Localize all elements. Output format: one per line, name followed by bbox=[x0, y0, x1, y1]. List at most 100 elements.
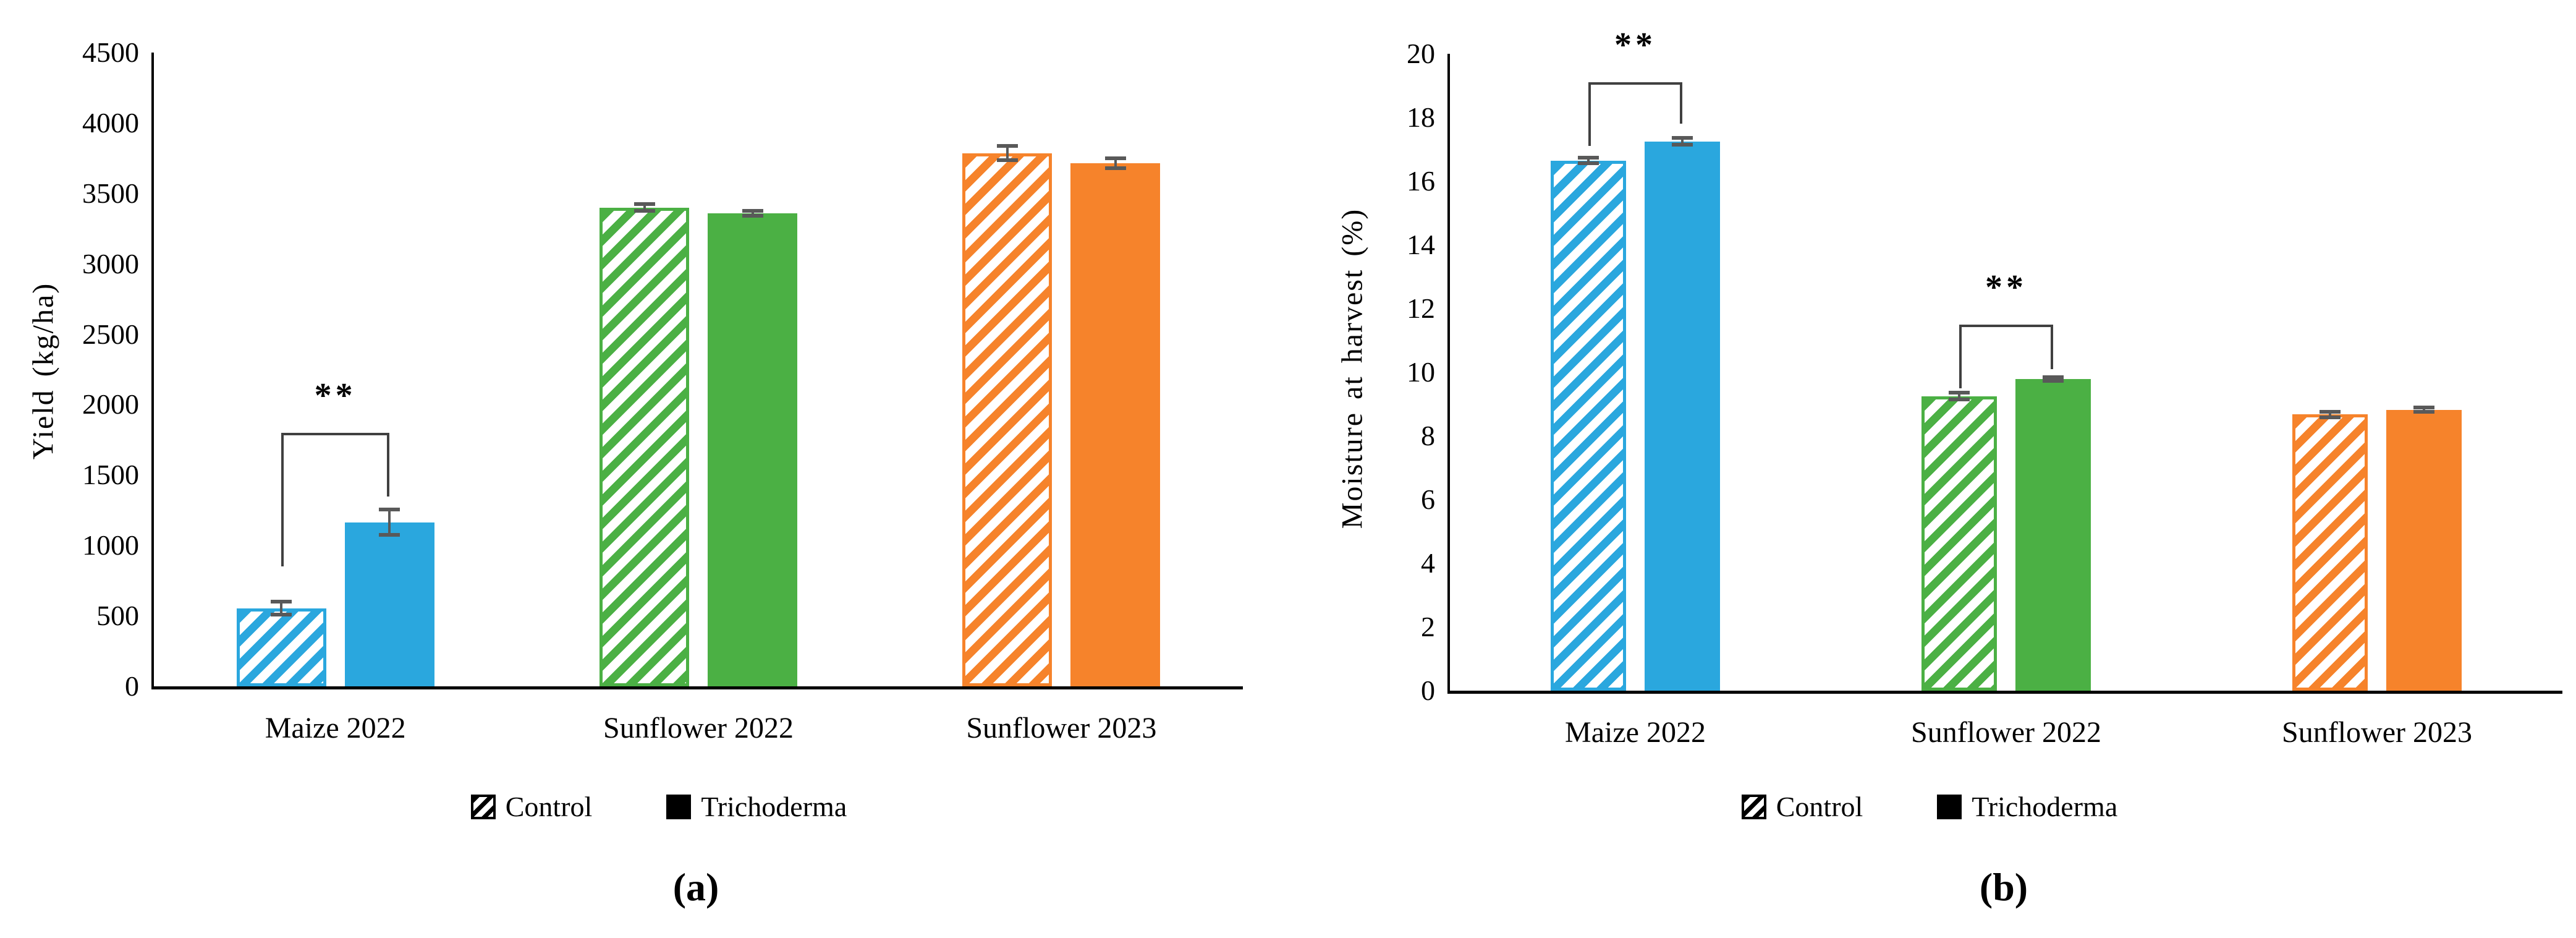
significance-bracket-right bbox=[2051, 324, 2053, 369]
error-bar-cap bbox=[1578, 156, 1599, 160]
legend-item-control: Control bbox=[1741, 790, 1863, 823]
y-tick-label: 1500 bbox=[82, 459, 139, 491]
bar-control-sunflower-2023 bbox=[962, 153, 1053, 686]
plot-area-b: 0 2 4 6 8 10 12 14 16 18 20 Maize 2022 Sunflower 202… bbox=[1407, 26, 2562, 749]
solid-swatch-icon bbox=[666, 794, 692, 819]
hatched-swatch-icon bbox=[470, 794, 496, 819]
error-bar-cap bbox=[271, 612, 292, 616]
significance-bracket-right bbox=[1680, 82, 1682, 124]
error-bar bbox=[751, 210, 754, 216]
x-category-label: Sunflower 2022 bbox=[1911, 716, 2101, 749]
error-bar-cap bbox=[1104, 166, 1126, 170]
error-bar-cap bbox=[742, 208, 763, 213]
y-tick-label: 2 bbox=[1421, 611, 1435, 642]
y-tick-label: 10 bbox=[1407, 356, 1435, 388]
error-bar-cap bbox=[742, 213, 763, 218]
error-bar bbox=[1587, 158, 1590, 163]
significance-bracket-top bbox=[1959, 324, 2053, 327]
y-tick-label: 2500 bbox=[82, 318, 139, 350]
error-bar-cap bbox=[1672, 136, 1693, 140]
y-tick-label: 4500 bbox=[82, 36, 139, 68]
error-bar bbox=[2329, 412, 2331, 417]
legend-b: Control Trichoderma bbox=[1373, 790, 2486, 823]
error-bar-cap bbox=[2043, 379, 2064, 383]
solid-swatch-icon bbox=[1937, 794, 1962, 819]
error-bar bbox=[2052, 377, 2054, 382]
y-tick-label: 2000 bbox=[82, 388, 139, 420]
y-tick-label: 500 bbox=[96, 600, 139, 632]
significance-label: ** bbox=[1985, 268, 2027, 307]
x-category-label: Sunflower 2022 bbox=[603, 712, 794, 744]
y-tick-label: 0 bbox=[1421, 675, 1435, 706]
bar-trichoderma-maize-2022 bbox=[1645, 141, 1720, 691]
error-bar-cap bbox=[996, 144, 1018, 148]
legend-label-trichoderma: Trichoderma bbox=[1972, 791, 2118, 822]
error-bar bbox=[643, 203, 646, 211]
legend-item-control: Control bbox=[470, 790, 593, 823]
y-tick-label: 14 bbox=[1407, 229, 1435, 260]
error-bar bbox=[2423, 407, 2425, 412]
error-bar bbox=[1006, 146, 1009, 161]
significance-bracket-top bbox=[281, 433, 390, 435]
bar-trichoderma-sunflower-2023 bbox=[1070, 163, 1161, 686]
significance-bracket-left bbox=[1959, 324, 1962, 388]
y-tick-label: 8 bbox=[1421, 420, 1435, 451]
error-bar-cap bbox=[2320, 415, 2341, 419]
error-bar-cap bbox=[2413, 410, 2434, 414]
error-bar-cap bbox=[379, 508, 400, 512]
significance-label: ** bbox=[1614, 26, 1656, 65]
hatched-swatch-icon bbox=[1741, 794, 1766, 819]
error-bar-cap bbox=[271, 600, 292, 604]
error-bar-cap bbox=[633, 202, 655, 206]
x-category-label: Sunflower 2023 bbox=[2282, 716, 2472, 749]
legend-item-trichoderma: Trichoderma bbox=[1937, 790, 2117, 823]
legend-label-control: Control bbox=[1776, 791, 1863, 822]
error-bar-cap bbox=[1104, 156, 1126, 160]
error-bar bbox=[388, 510, 391, 535]
legend-item-trichoderma: Trichoderma bbox=[666, 790, 847, 823]
x-category-label: Maize 2022 bbox=[1565, 716, 1706, 749]
y-tick-label: 16 bbox=[1407, 165, 1435, 197]
bar-trichoderma-sunflower-2023 bbox=[2386, 409, 2462, 691]
bar-trichoderma-sunflower-2022 bbox=[708, 213, 797, 686]
panel-caption-b: (b) bbox=[1979, 865, 2028, 909]
error-bar-cap bbox=[379, 533, 400, 537]
x-category-label: Sunflower 2023 bbox=[966, 712, 1157, 744]
significance-bracket-left bbox=[281, 433, 284, 567]
y-tick-label: 18 bbox=[1407, 101, 1435, 133]
error-bar-cap bbox=[1949, 391, 1970, 395]
bar-control-sunflower-2023 bbox=[2292, 414, 2368, 691]
y-axis-title-yield: Yield (kg/ha) bbox=[27, 282, 60, 460]
y-tick-label: 3000 bbox=[82, 247, 139, 279]
error-bar bbox=[1114, 158, 1117, 168]
significance-bracket-left bbox=[1588, 82, 1591, 147]
y-tick-label: 3500 bbox=[82, 177, 139, 209]
error-bar bbox=[1681, 138, 1684, 145]
bar-control-maize-2022 bbox=[1551, 160, 1626, 691]
error-bar-cap bbox=[2413, 406, 2434, 410]
error-bar-cap bbox=[2320, 410, 2341, 414]
error-bar-cap bbox=[1578, 161, 1599, 165]
bar-control-sunflower-2022 bbox=[600, 207, 689, 686]
error-bar-cap bbox=[996, 158, 1018, 163]
bar-trichoderma-sunflower-2022 bbox=[2015, 379, 2091, 691]
error-bar-cap bbox=[1949, 397, 1970, 401]
error-bar bbox=[1958, 393, 1960, 399]
y-tick-label: 6 bbox=[1421, 484, 1435, 515]
error-bar-cap bbox=[633, 209, 655, 213]
bar-trichoderma-maize-2022 bbox=[344, 522, 434, 686]
y-tick-label: 1000 bbox=[82, 529, 139, 561]
error-bar-cap bbox=[1672, 142, 1693, 147]
y-tick-label: 12 bbox=[1407, 292, 1435, 324]
significance-label: ** bbox=[314, 377, 357, 415]
error-bar bbox=[280, 602, 283, 615]
y-tick-label: 0 bbox=[125, 670, 139, 702]
significance-bracket-top bbox=[1588, 82, 1682, 85]
y-tick-label: 20 bbox=[1407, 38, 1435, 69]
bar-control-maize-2022 bbox=[236, 608, 326, 686]
plot-area-a: 0 500 1000 1500 2000 2500 3000 3500 4000 4500 Maiz… bbox=[82, 36, 1243, 744]
legend-label-control: Control bbox=[505, 791, 593, 822]
legend-label-trichoderma: Trichoderma bbox=[701, 791, 847, 822]
y-tick-label: 4 bbox=[1421, 547, 1435, 579]
